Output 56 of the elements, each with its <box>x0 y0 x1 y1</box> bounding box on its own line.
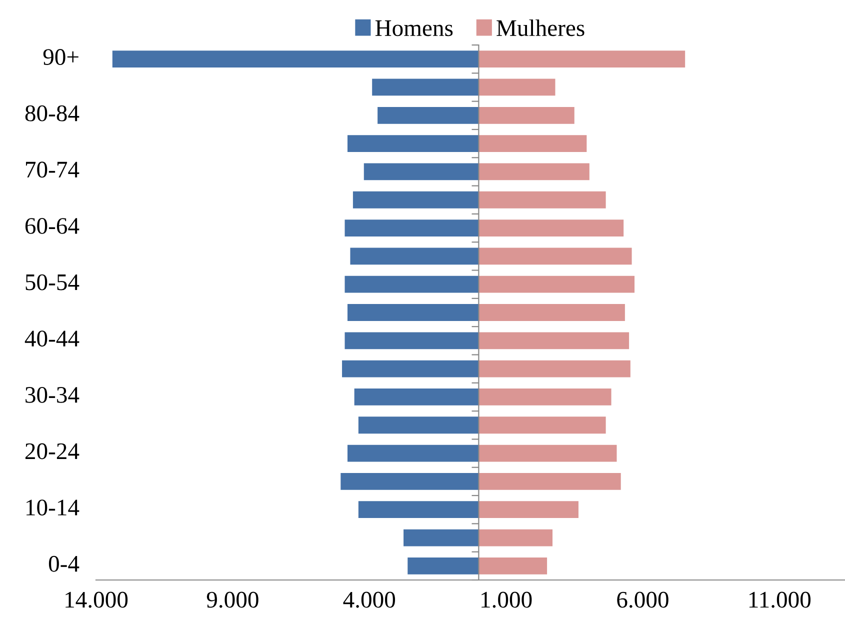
bar <box>344 332 479 350</box>
y-tick-label: 70-74 <box>26 162 80 178</box>
bar <box>404 529 479 546</box>
bar <box>478 276 635 293</box>
y-tick-label: 0-4 <box>48 556 80 572</box>
bar <box>347 304 479 321</box>
bar <box>478 332 630 350</box>
x-tick-label: 11.000 <box>749 592 811 608</box>
bar <box>478 135 587 152</box>
bar <box>354 388 479 406</box>
y-tick-label: 40-44 <box>24 330 80 347</box>
bar <box>352 191 479 208</box>
x-tick-label: 14.000 <box>66 592 128 608</box>
bar <box>358 501 479 518</box>
bar <box>347 444 479 462</box>
bar <box>408 557 479 574</box>
y-tick-label: 60-64 <box>25 218 80 234</box>
x-tick-label: 4.000 <box>343 592 396 608</box>
y-tick-label: 80-84 <box>25 105 80 122</box>
bar <box>478 416 606 434</box>
bar <box>478 163 590 180</box>
y-tick-label: 50-54 <box>26 274 80 290</box>
bar <box>478 360 630 378</box>
y-tick-label: 20-24 <box>25 443 80 460</box>
bar <box>378 106 479 124</box>
bar <box>344 276 479 293</box>
bar <box>372 78 479 96</box>
bar <box>358 416 479 434</box>
bar <box>478 304 625 321</box>
bar <box>364 163 479 180</box>
bar <box>350 248 479 265</box>
bar <box>478 444 617 462</box>
bar <box>478 529 553 546</box>
bar <box>478 557 548 574</box>
bar <box>344 220 479 236</box>
bar <box>342 360 479 378</box>
bar <box>478 50 686 68</box>
bar <box>478 248 632 265</box>
y-tick-label: 30-34 <box>26 386 80 403</box>
legend-label: Homens <box>375 20 453 36</box>
x-tick-label: 1.000 <box>482 592 532 608</box>
bar <box>478 220 624 236</box>
bar <box>478 473 621 490</box>
bar <box>478 78 556 96</box>
bar <box>478 388 612 406</box>
y-tick-label: 10-14 <box>26 500 80 516</box>
bar <box>478 106 574 124</box>
bar <box>478 191 606 208</box>
bar <box>478 501 578 518</box>
x-tick-label: 6.000 <box>617 592 668 608</box>
legend-label: Mulheres <box>496 19 584 36</box>
bar <box>112 50 479 68</box>
y-tick-label: 90+ <box>43 49 78 65</box>
bar <box>347 135 479 152</box>
bar <box>340 473 479 490</box>
x-tick-label: 9.000 <box>206 592 258 608</box>
